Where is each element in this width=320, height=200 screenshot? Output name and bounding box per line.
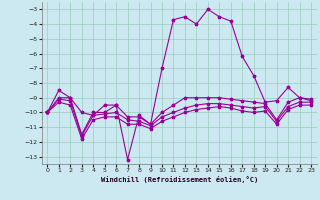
X-axis label: Windchill (Refroidissement éolien,°C): Windchill (Refroidissement éolien,°C): [100, 176, 258, 183]
